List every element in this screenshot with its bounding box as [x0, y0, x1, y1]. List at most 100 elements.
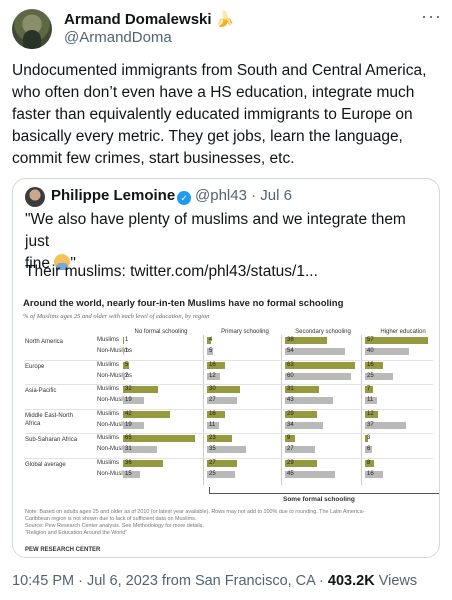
non-muslims-bar — [207, 397, 237, 404]
bar-value-label: 23 — [209, 435, 216, 441]
muslims-bar — [365, 459, 374, 467]
muslims-bar — [285, 361, 355, 369]
muslims-bar — [285, 459, 318, 467]
muslims-bar — [285, 410, 318, 418]
column-header: Secondary schooling — [295, 329, 351, 335]
non-muslims-bar — [207, 470, 235, 478]
muslims-bar — [285, 435, 295, 442]
more-options-icon[interactable]: ··· — [421, 6, 442, 26]
row-divider — [25, 408, 433, 410]
bar-value-label: 57 — [367, 337, 374, 343]
bar-value-label: 30 — [209, 386, 216, 392]
bar-value-label: 11 — [209, 421, 216, 428]
non-muslims-bar — [207, 372, 221, 380]
bar-value-label: 54 — [287, 348, 294, 354]
row-divider — [25, 433, 433, 434]
bar-value-label: 11 — [367, 397, 374, 403]
bar-value-label: 12 — [367, 410, 374, 417]
muslims-bar — [207, 386, 241, 393]
non-muslims-bar — [123, 372, 126, 380]
bar-value-label: 63 — [287, 361, 294, 368]
bar-value-label: 27 — [209, 459, 216, 466]
bar-value-label: 1 — [125, 348, 129, 354]
muslims-bar — [207, 337, 212, 344]
bar-value-label: 31 — [125, 446, 132, 452]
quoted-tweet[interactable]: Philippe Lemoine ✓ @phl43 · Jul 6 "We als… — [12, 178, 440, 558]
muslims-bar — [207, 361, 225, 369]
muslims-bar — [365, 386, 373, 393]
non-muslims-bar — [365, 348, 410, 355]
quote-author-name[interactable]: Philippe Lemoine ✓ — [51, 187, 192, 205]
bracket-label: Some formal schooling — [283, 496, 355, 503]
bar-value-label: 38 — [287, 337, 294, 343]
non-muslims-bar — [123, 348, 125, 355]
muslims-bar — [207, 435, 233, 442]
bar-value-label: 5 — [209, 348, 213, 354]
muslims-bar — [207, 410, 225, 418]
bar-value-label: 6 — [367, 446, 371, 452]
bar-value-label: 12 — [209, 372, 216, 379]
infographic-title: Around the world, nearly four-in-ten Mus… — [23, 298, 344, 309]
bar-value-label: 1 — [125, 337, 129, 343]
muslims-bar — [285, 386, 320, 393]
bar-value-label: 9 — [287, 435, 291, 441]
column-divider — [281, 335, 282, 485]
formal-schooling-bracket — [209, 487, 439, 494]
group-label: Muslims — [97, 410, 119, 417]
bar-value-label: 27 — [209, 397, 216, 403]
bar-value-label: 25 — [209, 470, 216, 477]
non-muslims-bar — [365, 470, 383, 478]
region-label: Global average — [25, 461, 66, 468]
bar-value-label: 8 — [367, 459, 371, 466]
non-muslims-bar — [285, 397, 333, 404]
bar-value-label: 32 — [125, 386, 132, 392]
row-divider — [25, 384, 433, 385]
quote-handle-date[interactable]: @phl43 · Jul 6 — [195, 187, 292, 204]
bar-value-label: 16 — [209, 361, 216, 368]
bar-value-label: 36 — [125, 459, 132, 466]
muslims-bar — [123, 361, 129, 369]
bar-value-label: 5 — [125, 361, 129, 368]
bar-value-label: 15 — [125, 470, 132, 477]
non-muslims-bar — [285, 470, 335, 478]
muslims-bar — [123, 459, 163, 467]
bar-value-label: 42 — [125, 410, 132, 417]
column-header: Primary schooling — [221, 329, 269, 335]
bar-value-label: 16 — [367, 470, 374, 477]
group-label: Muslims — [97, 435, 119, 441]
non-muslims-bar — [285, 421, 323, 429]
quote-link-line[interactable]: Their muslims: twitter.com/phl43/status/… — [25, 263, 318, 280]
non-muslims-bar — [207, 421, 220, 429]
bar-value-label: 3 — [367, 435, 371, 441]
muslims-bar — [365, 361, 383, 369]
bar-value-label: 7 — [367, 386, 371, 392]
bar-value-label: 27 — [287, 446, 294, 452]
bar-value-label: 16 — [209, 410, 216, 417]
education-infographic[interactable]: Around the world, nearly four-in-ten Mus… — [13, 293, 439, 557]
non-muslims-bar — [123, 397, 145, 404]
group-label: Muslims — [97, 337, 119, 343]
muslims-bar — [123, 435, 195, 442]
group-label: Non-Muslims — [97, 397, 133, 403]
bar-value-label: 65 — [125, 435, 132, 441]
author-avatar[interactable] — [12, 9, 52, 49]
muslims-bar — [365, 410, 379, 418]
non-muslims-bar — [285, 446, 315, 453]
muslims-bar — [123, 386, 159, 393]
non-muslims-bar — [365, 372, 393, 380]
pew-research-center-logo: PEW RESEARCH CENTER — [25, 547, 101, 553]
non-muslims-bar — [365, 446, 372, 453]
infographic-subtitle: % of Muslims ages 25 and older with each… — [23, 313, 210, 320]
column-header: No formal schooling — [134, 329, 188, 335]
bar-value-label: 31 — [287, 386, 294, 392]
column-header: Higher education — [380, 329, 426, 335]
muslims-bar — [365, 337, 429, 344]
author-handle[interactable]: @ArmandDoma — [64, 29, 172, 46]
group-label: Muslims — [97, 386, 119, 392]
bar-value-label: 34 — [287, 421, 294, 428]
author-name[interactable]: Armand Domalewski 🍌 — [64, 11, 235, 28]
quote-text: "We also have plenty of muslims and we i… — [25, 211, 406, 272]
bar-value-label: 43 — [287, 397, 294, 403]
quote-avatar[interactable] — [25, 187, 45, 207]
bar-value-label: 2 — [125, 372, 129, 379]
